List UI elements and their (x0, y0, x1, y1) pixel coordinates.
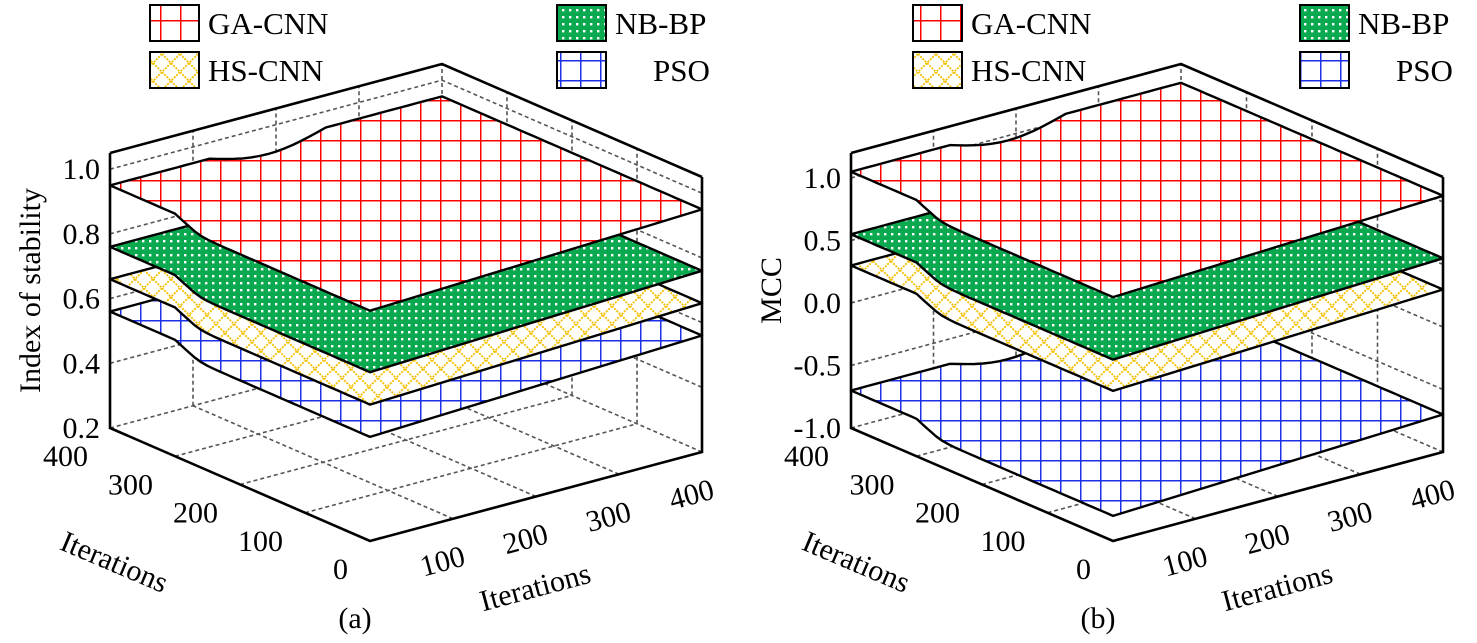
legend-swatch (556, 4, 607, 42)
legend-swatch (912, 4, 963, 42)
legend-item-ga-cnn: GA-CNN (912, 4, 1092, 42)
z-gridline (850, 275, 1444, 391)
x-tick-label: 400 (666, 473, 718, 517)
y-tick-label: 300 (108, 468, 153, 501)
legend-swatch (556, 51, 607, 89)
legend-label: PSO (653, 53, 710, 88)
x-tick-label: 100 (1159, 540, 1211, 584)
panel-b: -1.0 -0.5 0.0 0.5 1.0 0 100 200 300 400 100 200 300 4… (755, 4, 1459, 635)
floor-gridline (239, 394, 573, 486)
x-tick-label: 400 (1407, 473, 1459, 517)
z-tick-label: 0.2 (63, 412, 101, 445)
x-axis-label: Iterations (476, 557, 594, 618)
legend-label: HS-CNN (971, 53, 1086, 88)
y-axis-label: Iterations (797, 525, 914, 600)
legend-item-hs-cnn: HS-CNN (912, 51, 1086, 89)
y-tick-label: 0 (1076, 553, 1091, 586)
legend-item-ga-cnn: GA-CNN (149, 4, 329, 42)
z-axis-label: Index of stability (14, 188, 47, 393)
y-tick-label: 200 (915, 497, 960, 530)
legend-swatch (1299, 4, 1350, 42)
z-tick-label: 0.4 (63, 347, 101, 380)
legend-label: HS-CNN (208, 53, 323, 88)
legend-swatch (1299, 51, 1350, 89)
floor-gridline (441, 338, 703, 453)
x-tick-label: 200 (1242, 518, 1294, 562)
legend-swatch (149, 4, 200, 42)
axis-box-edge (849, 153, 1445, 543)
axis-box-edge (108, 153, 704, 543)
axis-box-edge (109, 62, 703, 179)
z-axis-label: MCC (755, 257, 788, 324)
y-tick-label: 200 (173, 497, 218, 530)
z-tick-label: 0.0 (804, 287, 842, 320)
legend-item-pso: PSO (1299, 51, 1453, 89)
panel-label: (b) (1081, 602, 1116, 635)
legend-label: NB-BP (1358, 6, 1449, 41)
x-axis-label: Iterations (1218, 557, 1336, 618)
z-tick-label: 0.5 (804, 225, 842, 258)
legend-item-nb-bp: NB-BP (1299, 4, 1449, 42)
x-tick-label: 200 (500, 518, 552, 562)
legend-item-nb-bp: NB-BP (556, 4, 706, 42)
legend-label: PSO (1396, 53, 1453, 88)
legend-swatch (149, 51, 200, 89)
legend-item-hs-cnn: HS-CNN (149, 51, 323, 89)
z-tick-label: 0.8 (63, 218, 101, 251)
x-tick-label: 300 (1324, 495, 1376, 539)
floor-gridline (358, 360, 620, 475)
legend-label: NB-BP (615, 6, 706, 41)
z-tick-label: 0.6 (63, 283, 101, 316)
z-tick-label: 1.0 (804, 162, 842, 195)
x-tick-label: 300 (583, 495, 635, 539)
y-axis-label: Iterations (56, 525, 173, 600)
legend-label: GA-CNN (971, 6, 1092, 41)
surface-ga-cnn (108, 95, 704, 312)
y-tick-label: 300 (850, 468, 895, 501)
y-tick-label: 400 (43, 440, 88, 473)
surface-ga-cnn (849, 81, 1445, 299)
z-tick-label: -0.5 (794, 350, 842, 383)
x-tick-label: 100 (417, 540, 469, 584)
y-tick-label: 100 (981, 525, 1026, 558)
z-tick-label: -1.0 (794, 412, 842, 445)
y-tick-label: 400 (784, 440, 829, 473)
z-gridline (109, 79, 703, 194)
legend-swatch (912, 51, 963, 89)
panel-a: 0.2 0.4 0.6 0.8 1.0 0 100 200 300 400 100 200 300 400… (14, 4, 718, 635)
legend-item-pso: PSO (556, 51, 710, 89)
surface-pso (849, 300, 1445, 518)
y-tick-label: 0 (333, 553, 348, 586)
legend-label: GA-CNN (208, 6, 329, 41)
panel-label: (a) (338, 602, 371, 635)
y-tick-label: 100 (238, 525, 283, 558)
axis-box-edge (850, 62, 1444, 179)
z-tick-label: 1.0 (63, 153, 101, 186)
